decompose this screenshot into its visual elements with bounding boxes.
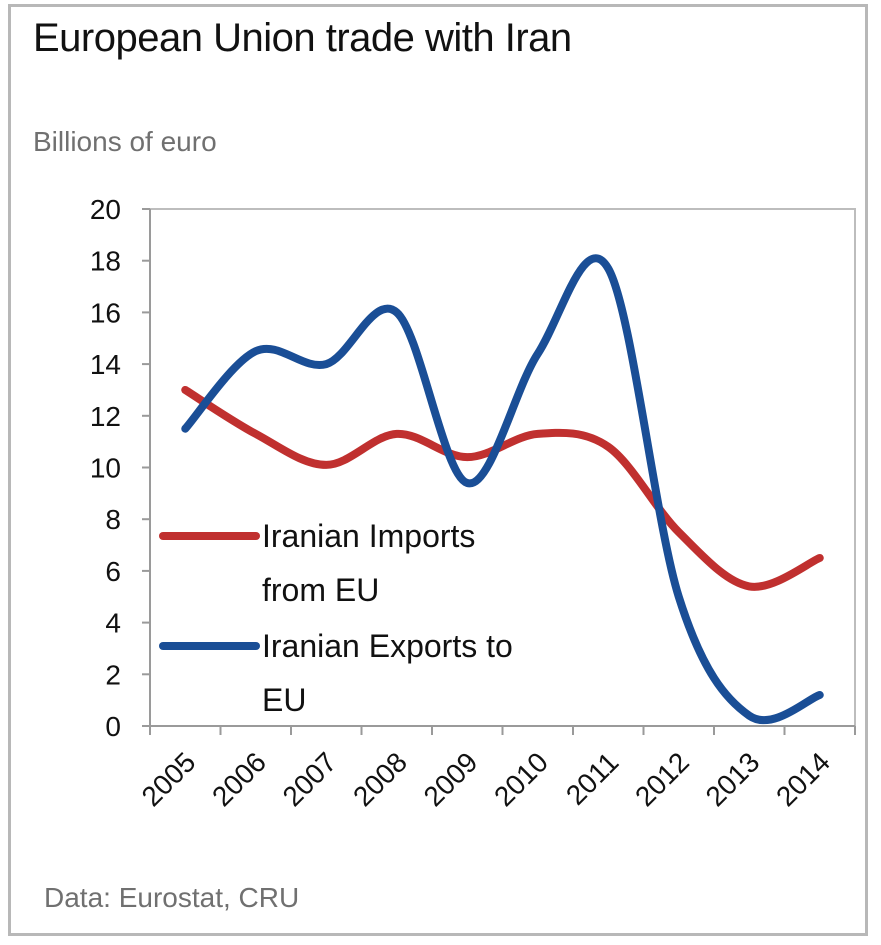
x-tick-label: 2010 [488,746,554,812]
source-note: Data: Eurostat, CRU [44,882,300,913]
y-tick-label: 12 [90,401,121,432]
y-tick-label: 4 [105,608,121,639]
y-tick-label: 2 [105,659,121,690]
y-tick-label: 20 [90,194,121,225]
x-tick-label: 2012 [629,746,695,812]
legend-label-line: from EU [262,572,379,608]
y-tick-label: 6 [105,556,121,587]
y-tick-label: 0 [105,711,121,742]
x-tick-label: 2007 [277,746,343,812]
plot-area [149,208,856,727]
y-tick-label: 16 [90,297,121,328]
x-tick-label: 2008 [347,746,413,812]
x-tick-label: 2014 [770,746,836,812]
legend: Iranian Imports from EU Iranian Exports to… [159,518,513,718]
legend-label: Iranian Imports from EU [262,518,475,608]
y-tick-label: 10 [90,453,121,484]
series-line-exports [181,254,824,725]
x-tick-label: 2013 [700,746,766,812]
series-layer [181,254,824,725]
x-tick-label: 2006 [206,746,272,812]
y-tick-label: 14 [90,349,121,380]
chart-title: European Union trade with Iran [33,16,572,60]
y-axis-unit-label: Billions of euro [33,126,217,157]
legend-label: Iranian Exports to EU [262,628,513,718]
x-tick-label: 2011 [560,746,625,811]
legend-label-line: EU [262,682,306,718]
y-tick-label: 8 [105,504,121,535]
legend-label-line: Iranian Exports to [262,628,513,664]
y-tick-label: 18 [90,246,121,277]
series-line-imports [181,385,824,591]
x-tick-label: 2005 [136,746,202,812]
plot-border [149,208,856,727]
legend-label-line: Iranian Imports [262,518,475,554]
x-tick-label: 2009 [418,746,484,812]
